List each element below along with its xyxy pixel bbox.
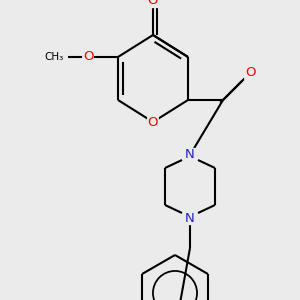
Text: O: O [83, 50, 93, 64]
Text: N: N [185, 148, 195, 161]
Text: CH₃: CH₃ [45, 52, 64, 62]
Text: N: N [185, 212, 195, 224]
Text: O: O [245, 67, 255, 80]
Text: O: O [148, 116, 158, 128]
Text: O: O [148, 0, 158, 8]
